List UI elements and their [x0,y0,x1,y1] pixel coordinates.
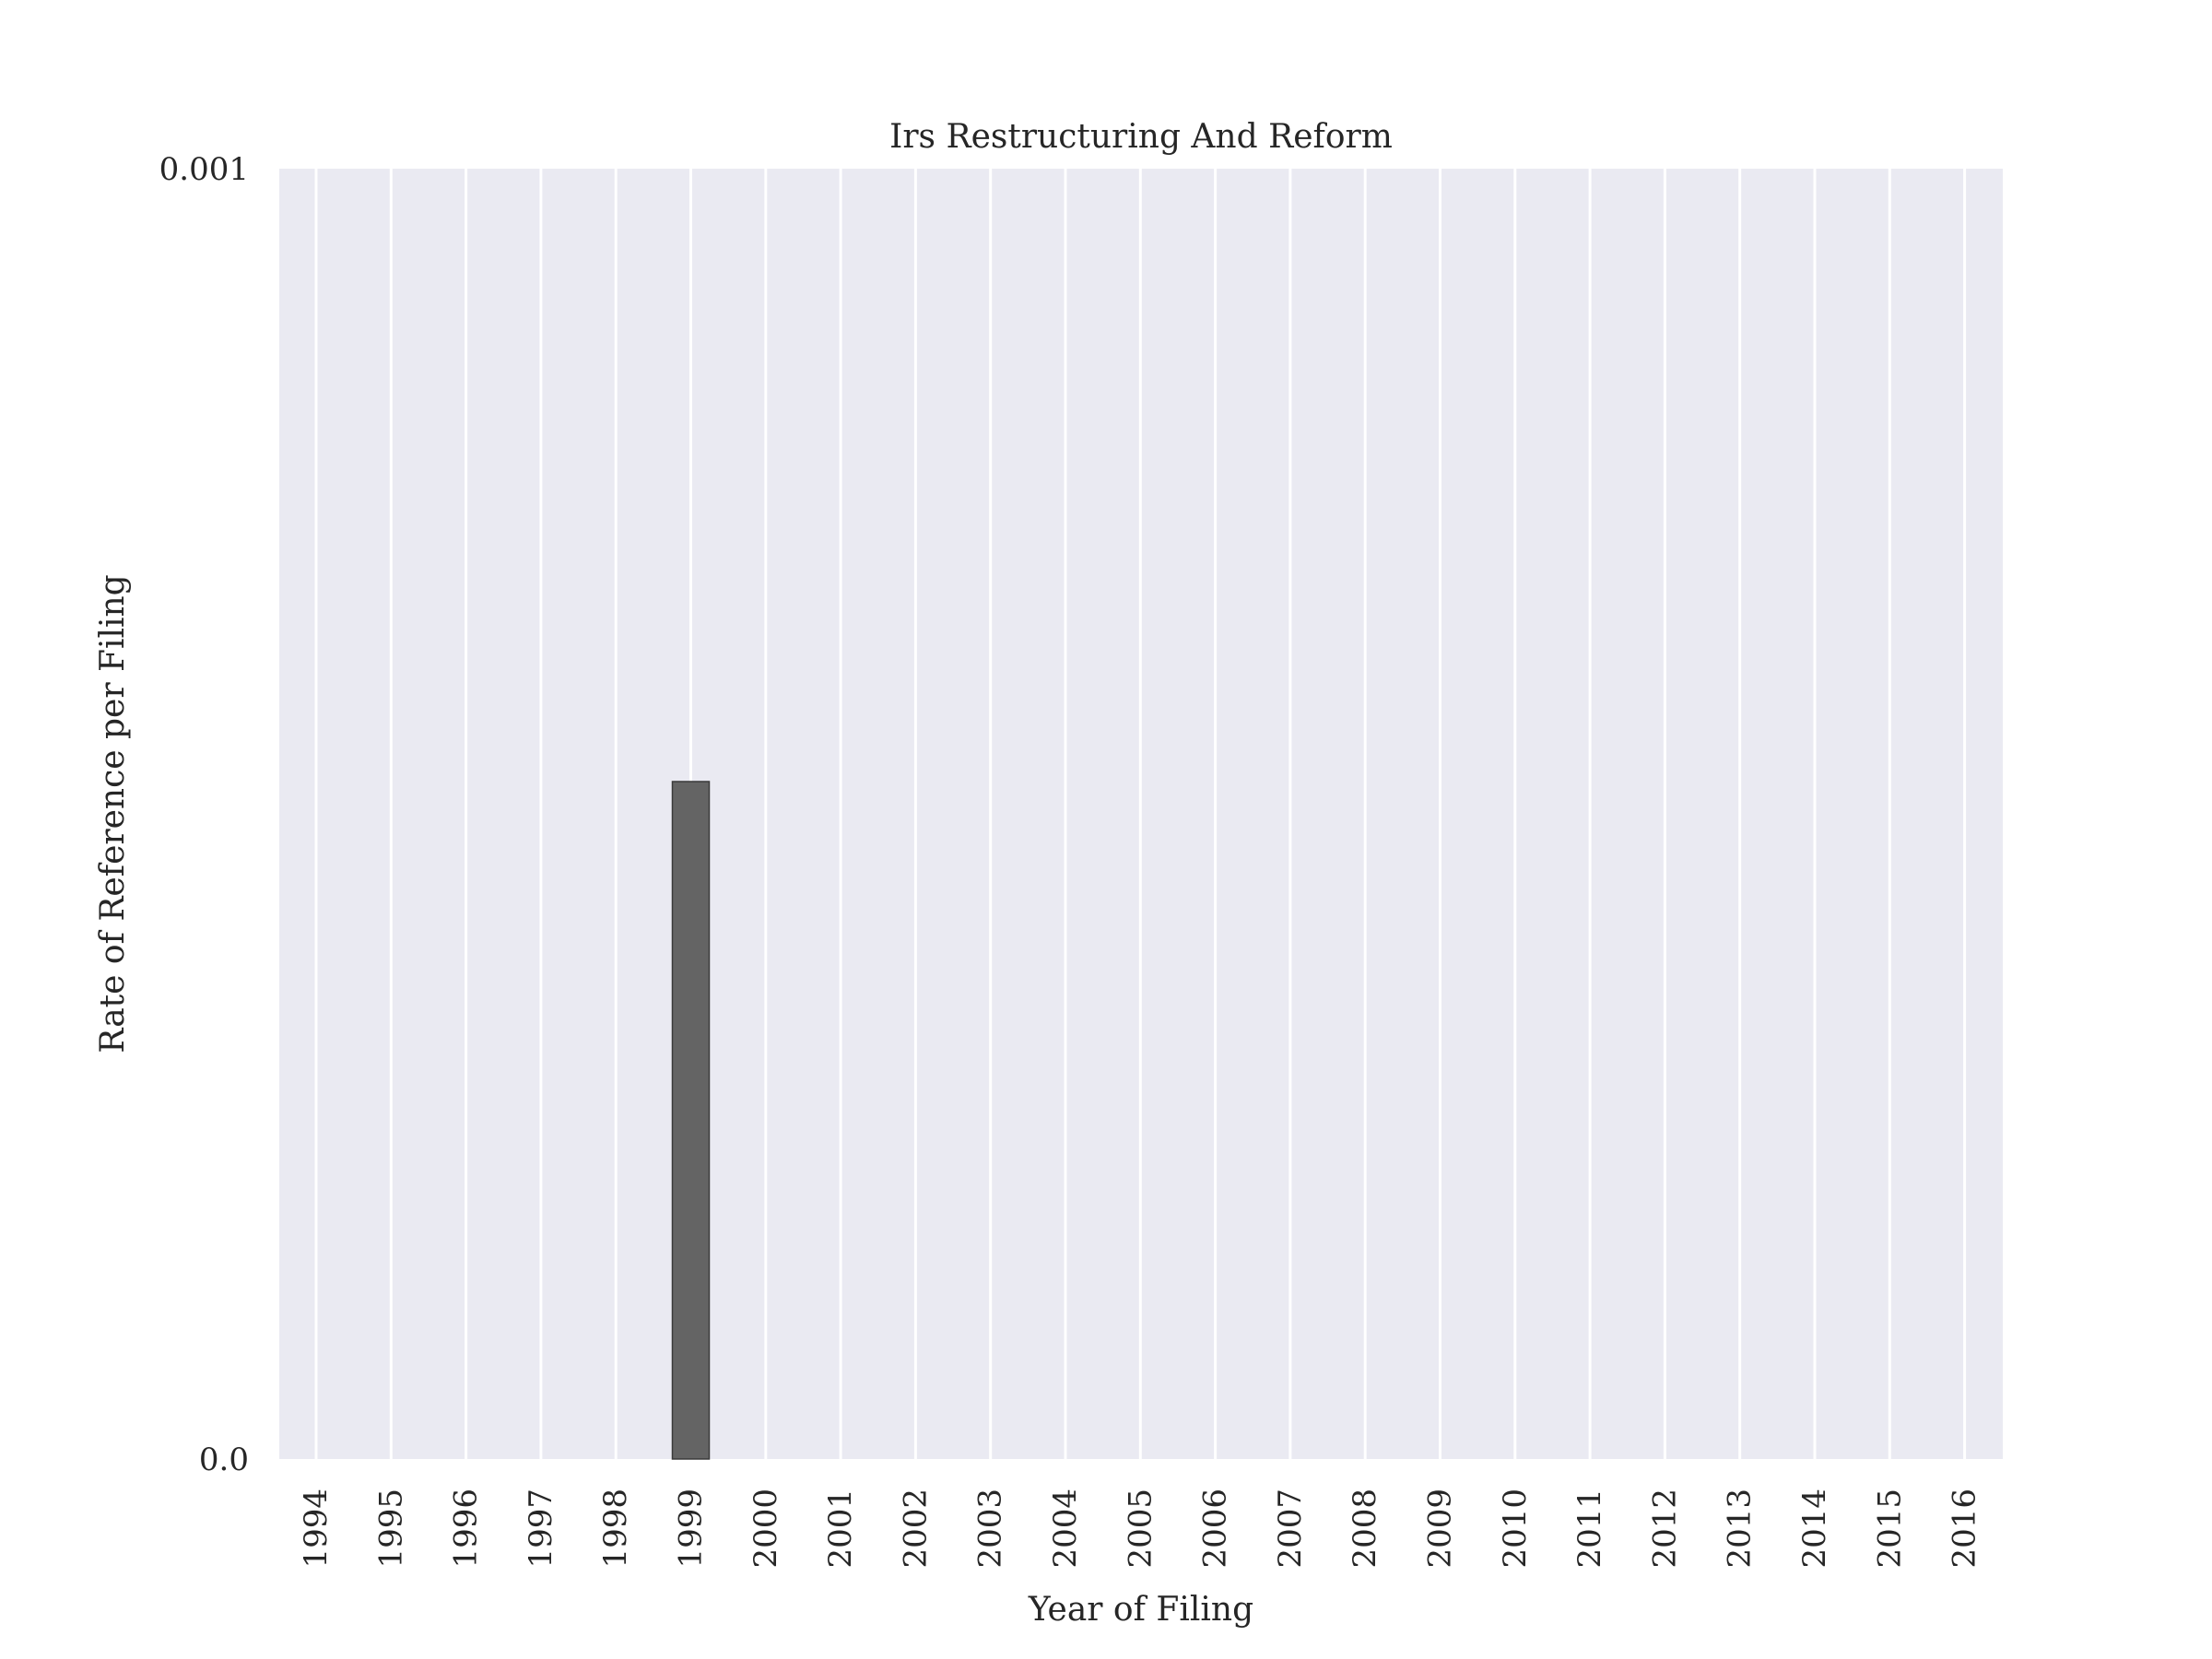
x-tick-label: 2012 [1646,1488,1683,1569]
x-tick-label: 2004 [1047,1488,1084,1569]
x-tick-label: 2006 [1197,1488,1234,1569]
y-axis-label: Rate of Reference per Filing [94,574,132,1053]
chart-title: Irs Restructuring And Reform [889,118,1393,156]
x-tick-label: 2002 [897,1488,934,1569]
x-tick-label: 2000 [747,1488,784,1569]
bar-1999 [671,781,711,1460]
x-tick-label: 1994 [298,1488,335,1569]
x-tick-label: 2005 [1122,1488,1159,1569]
x-tick-label: 2011 [1571,1488,1608,1569]
x-tick-label: 2001 [822,1488,859,1569]
x-tick-label: 2016 [1947,1488,1983,1569]
x-tick-label: 1999 [673,1488,710,1569]
x-tick-label: 2013 [1722,1488,1759,1569]
x-tick-label: 2007 [1272,1488,1309,1569]
bars [671,781,711,1460]
y-tick-label: 0.001 [159,151,249,188]
x-tick-label: 2008 [1347,1488,1383,1569]
x-tick-label: 1997 [523,1488,559,1569]
y-tick-labels: 0.0 0.001 [159,151,249,1478]
x-tick-labels: 1994 1995 1996 1997 1998 1999 2000 2001 2002 2003… [298,1488,1983,1569]
grid-lines [314,169,1967,1459]
x-tick-label: 2003 [972,1488,1009,1569]
x-tick-label: 2009 [1422,1488,1459,1569]
y-tick-label: 0.0 [199,1441,249,1478]
x-axis-label: Year of Filing [1028,1591,1253,1629]
x-tick-label: 2014 [1796,1488,1833,1569]
x-tick-label: 2010 [1497,1488,1534,1569]
x-tick-label: 1995 [372,1488,409,1569]
x-tick-label: 2015 [1871,1488,1908,1569]
x-tick-label: 1998 [597,1488,634,1569]
x-tick-label: 1996 [448,1488,485,1569]
